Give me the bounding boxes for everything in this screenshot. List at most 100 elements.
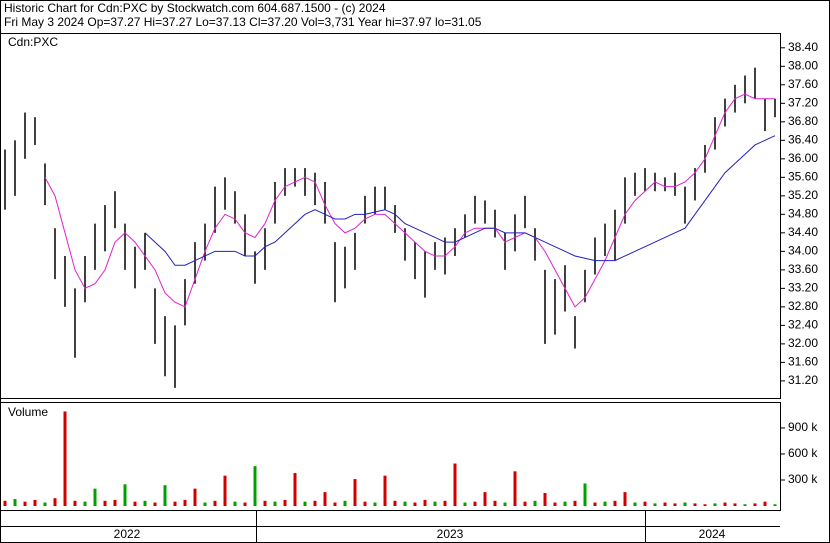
- volume-bar: [753, 503, 757, 506]
- y-tick-label: 38.40: [788, 40, 818, 54]
- volume-bar: [463, 502, 467, 506]
- volume-bar: [493, 500, 497, 506]
- volume-bar: [263, 500, 267, 506]
- y-tick-label: 37.60: [788, 77, 818, 91]
- volume-bar: [213, 500, 217, 506]
- volume-bar: [23, 501, 27, 506]
- volume-bar: [453, 463, 457, 506]
- volume-bar: [353, 479, 357, 506]
- volume-bar: [573, 500, 577, 506]
- volume-label: Volume: [8, 405, 48, 419]
- volume-bar: [593, 502, 597, 506]
- volume-bar: [53, 498, 57, 506]
- volume-bar: [233, 501, 237, 506]
- volume-bar: [623, 492, 627, 506]
- volume-bar: [543, 492, 547, 506]
- volume-bar: [203, 502, 207, 506]
- y-tick-label: 36.80: [788, 114, 818, 128]
- volume-bar: [273, 501, 277, 506]
- volume-bar: [773, 504, 777, 506]
- volume-bar: [323, 492, 327, 506]
- volume-bar: [733, 503, 737, 506]
- volume-bar: [183, 499, 187, 506]
- volume-bar: [403, 501, 407, 506]
- volume-bar: [13, 499, 17, 506]
- volume-bar: [43, 502, 47, 506]
- volume-bar: [683, 502, 687, 506]
- volume-bar: [643, 501, 647, 506]
- y-tick-label: 34.80: [788, 207, 818, 221]
- y-tick-label: 33.20: [788, 281, 818, 295]
- y-tick-label: 37.20: [788, 95, 818, 109]
- y-tick-label: 34.40: [788, 225, 818, 239]
- volume-bar: [193, 488, 197, 506]
- volume-bar: [33, 499, 37, 506]
- volume-bar: [113, 499, 117, 506]
- volume-bar: [443, 500, 447, 506]
- moving-average: [44, 93, 775, 308]
- volume-bar: [523, 501, 527, 506]
- volume-bar: [343, 500, 347, 506]
- volume-bar: [153, 502, 157, 506]
- volume-bar: [363, 501, 367, 506]
- y-tick-label: 31.60: [788, 355, 818, 369]
- volume-bar: [123, 484, 127, 506]
- volume-bar: [703, 504, 707, 506]
- summary: Fri May 3 2024 Op=37.27 Hi=37.27 Lo=37.1…: [4, 15, 482, 29]
- y-tick-label: 34.00: [788, 244, 818, 258]
- volume-bar: [513, 471, 517, 506]
- y-tick-label: 31.20: [788, 373, 818, 387]
- volume-bar: [3, 500, 7, 506]
- y-tick-label: 35.20: [788, 188, 818, 202]
- volume-bar: [393, 500, 397, 506]
- volume-bar: [303, 501, 307, 506]
- price-panel: [0, 33, 781, 399]
- volume-bar: [503, 502, 507, 506]
- volume-bar: [223, 475, 227, 506]
- title: Historic Chart for Cdn:PXC by Stockwatch…: [4, 1, 386, 15]
- volume-bar: [653, 503, 657, 506]
- y-tick-label: 35.60: [788, 170, 818, 184]
- y-tick-label: 33.60: [788, 262, 818, 276]
- symbol-label: Cdn:PXC: [8, 35, 58, 49]
- volume-bar: [613, 500, 617, 506]
- volume-bar: [743, 504, 747, 506]
- volume-bar: [473, 501, 477, 506]
- volume-bar: [693, 503, 697, 506]
- volume-bar: [373, 502, 377, 506]
- y-tick-label: 32.00: [788, 336, 818, 350]
- volume-bar: [433, 501, 437, 506]
- y-tick-label: 600 k: [788, 446, 818, 460]
- volume-bar: [663, 502, 667, 506]
- volume-bar: [423, 499, 427, 506]
- year-label: 2024: [699, 527, 726, 541]
- volume-bar: [533, 500, 537, 506]
- volume-bar: [713, 503, 717, 506]
- y-tick-label: 36.40: [788, 132, 818, 146]
- volume-bar: [103, 500, 107, 506]
- y-tick-label: 300 k: [788, 472, 818, 486]
- moving-average: [144, 135, 776, 266]
- volume-bar: [173, 501, 177, 506]
- volume-panel: [0, 402, 781, 511]
- volume-bar: [83, 501, 87, 506]
- volume-bar: [313, 500, 317, 506]
- y-tick-label: 900 k: [788, 420, 818, 434]
- volume-bar: [333, 502, 337, 506]
- volume-bar: [93, 488, 97, 506]
- y-tick-label: 32.80: [788, 299, 818, 313]
- volume-bar: [483, 492, 487, 506]
- y-tick-label: 32.40: [788, 318, 818, 332]
- volume-bar: [383, 475, 387, 506]
- volume-bar: [283, 499, 287, 506]
- volume-bar: [603, 501, 607, 506]
- volume-bar: [293, 473, 297, 506]
- volume-bar: [673, 503, 677, 506]
- volume-bar: [633, 502, 637, 506]
- year-label: 2022: [114, 527, 141, 541]
- y-tick-label: 36.00: [788, 151, 818, 165]
- volume-bar: [723, 502, 727, 506]
- volume-bar: [413, 502, 417, 506]
